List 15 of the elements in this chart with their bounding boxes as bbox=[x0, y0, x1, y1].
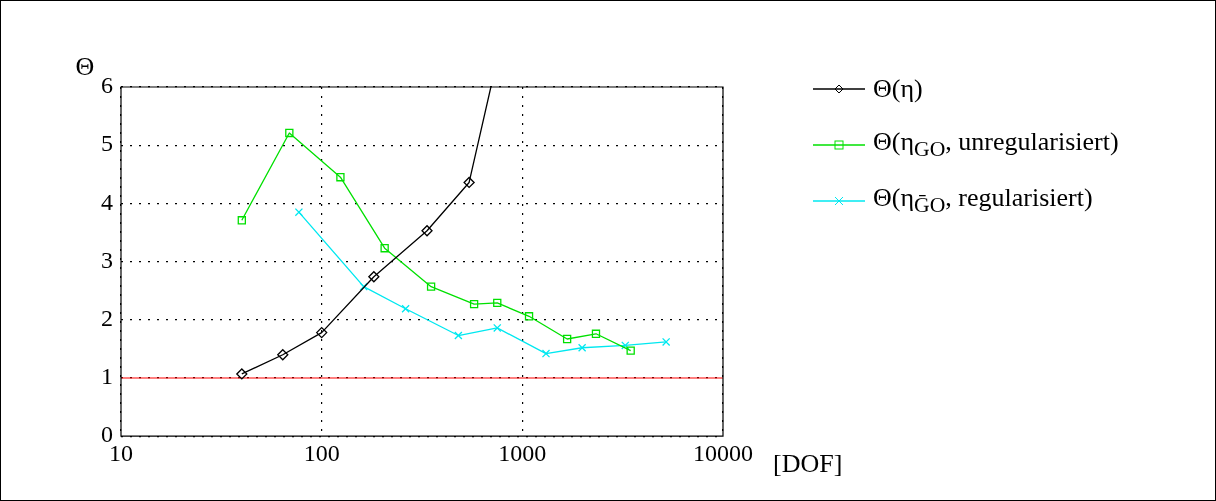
legend-label: Θ(η$_{ḠO}$, regularisiert) bbox=[873, 183, 1093, 219]
legend-label: Θ(η$_{GO}$, unregularisiert) bbox=[873, 127, 1119, 163]
x-tick-label: 10000 bbox=[693, 439, 753, 466]
y-tick-label: 5 bbox=[101, 130, 113, 157]
y-tick-label: 6 bbox=[101, 72, 113, 99]
y-tick-label: 4 bbox=[101, 188, 113, 215]
y-tick-label: 0 bbox=[101, 421, 113, 448]
y-tick-label: 3 bbox=[101, 246, 113, 273]
y-tick-label: 2 bbox=[101, 305, 113, 332]
x-tick-label: 100 bbox=[303, 439, 340, 466]
y-tick-label: 1 bbox=[101, 363, 113, 390]
x-axis-title: [DOF] bbox=[773, 449, 843, 479]
x-tick-label: 1000 bbox=[498, 439, 547, 466]
y-axis-title: Θ bbox=[75, 52, 95, 81]
legend-label: Θ(η) bbox=[873, 74, 923, 104]
